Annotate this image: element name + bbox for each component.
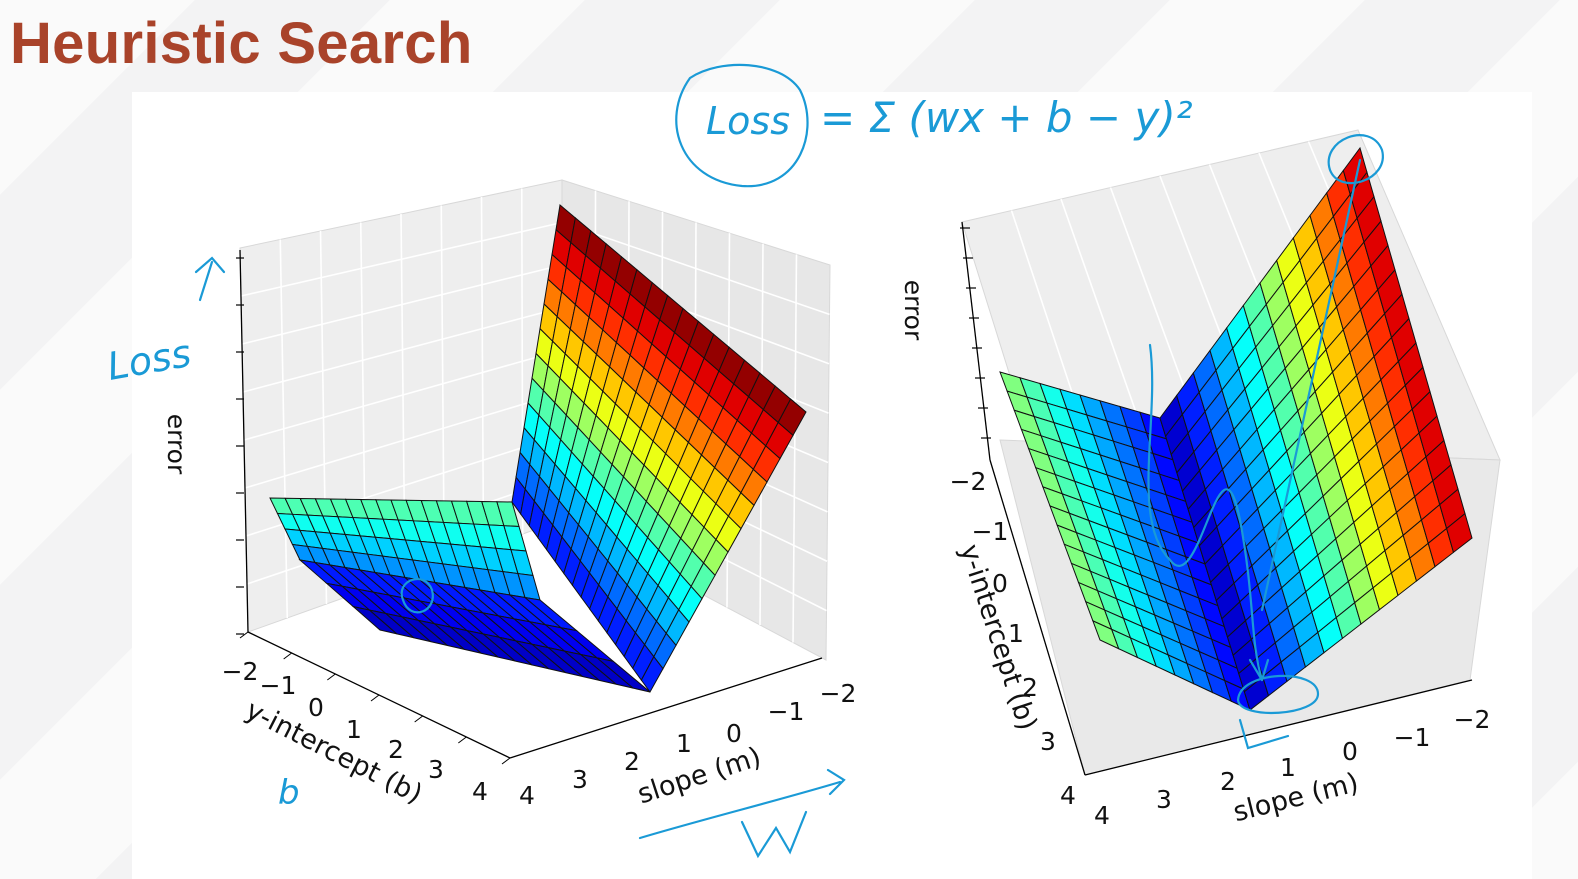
x-tick-label: 1 [1280, 753, 1296, 782]
y-tick-label: 2 [388, 735, 404, 764]
y-tick-label: 3 [428, 755, 444, 784]
grid-line [244, 391, 563, 489]
x-tick-label: 2 [624, 747, 640, 776]
start-circle [1327, 134, 1384, 185]
y-tick [327, 673, 336, 681]
x-tick-label: 0 [1342, 737, 1358, 766]
x-tick-label: −2 [820, 679, 857, 708]
y-axis-line [989, 459, 1086, 776]
equation-lhs: Loss [706, 99, 790, 143]
y-tick [501, 757, 511, 765]
x-tick-label: 1 [676, 729, 692, 758]
surface-patch [640, 655, 664, 693]
y-tick-label: 1 [1008, 619, 1024, 648]
x-tick-label: −2 [1454, 705, 1491, 734]
z-axis-line [961, 221, 991, 461]
z-axis-label: error [162, 414, 191, 475]
y-tick-label: −1 [260, 671, 297, 700]
minimum-box [1238, 718, 1290, 750]
y-tick-label: −1 [972, 517, 1009, 546]
z-axis-label: error [899, 280, 928, 341]
x-tick-label: 4 [1094, 801, 1110, 830]
y-tick-label: −2 [950, 467, 987, 496]
w-letter [740, 810, 808, 859]
minimum-scribble-left [400, 578, 434, 614]
equation-rhs: = Σ (wx + b − y)² [820, 93, 1193, 142]
loss-arrow [194, 256, 226, 302]
y-tick-label: 2 [1022, 673, 1038, 702]
grid-line [480, 196, 485, 549]
b-label: b [278, 773, 300, 813]
minimum-circle [1236, 674, 1320, 715]
loss-circle [675, 63, 809, 188]
x-axis-label: slope (m) [634, 741, 765, 810]
x-tick-label: 4 [519, 781, 535, 810]
x-tick-label: −1 [1394, 723, 1431, 752]
y-tick-label: −2 [222, 657, 259, 686]
descent-arrowhead [1248, 658, 1270, 682]
z-axis-line [239, 249, 249, 633]
y-tick-label: 4 [1060, 781, 1076, 810]
x-tick-label: 2 [1220, 767, 1236, 796]
y-tick [370, 694, 380, 702]
y-tick-label: 3 [1040, 727, 1056, 756]
y-tick [414, 715, 423, 723]
x-tick-label: 3 [572, 765, 588, 794]
y-tick-label: 4 [472, 777, 488, 806]
y-tick-label: 0 [992, 569, 1008, 598]
x-axis-line [509, 657, 823, 759]
surface-patch [1446, 512, 1473, 554]
descent-path [1147, 343, 1264, 682]
y-tick [239, 631, 249, 639]
y-tick [283, 652, 292, 660]
w-arrow [638, 768, 846, 840]
x-tick-label: −1 [768, 697, 805, 726]
grid-line [792, 254, 798, 643]
slide-title: Heuristic Search [10, 11, 473, 76]
y-tick-label: 1 [346, 715, 362, 744]
gradient-line [1260, 158, 1362, 612]
x-tick-label: 3 [1156, 785, 1172, 814]
loss-text: Loss [104, 331, 194, 389]
grid-line [1060, 198, 1149, 446]
x-axis-line [1084, 679, 1473, 776]
y-tick-label: 0 [308, 693, 324, 722]
x-tick-label: 0 [726, 719, 742, 748]
y-tick [458, 736, 467, 744]
grid-line [243, 349, 563, 441]
